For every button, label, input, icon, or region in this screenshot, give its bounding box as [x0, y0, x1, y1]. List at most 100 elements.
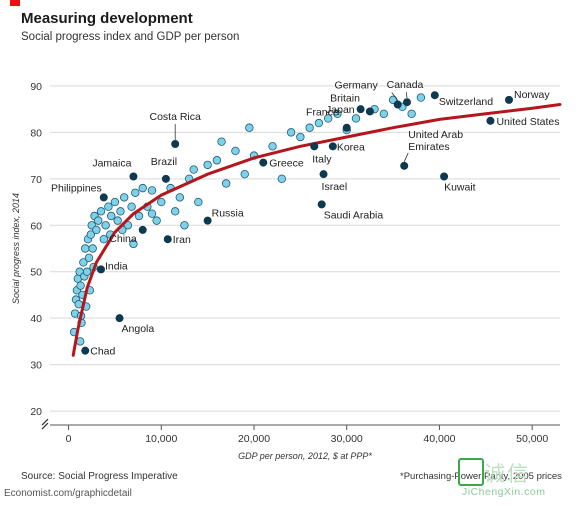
country-point-highlighted: [505, 95, 513, 104]
country-label: Brazil: [151, 156, 177, 168]
country-point-highlighted: [403, 98, 411, 107]
country-point-highlighted: [203, 216, 212, 225]
country-label: Greece: [269, 158, 304, 170]
country-point: [94, 216, 103, 225]
country-point-highlighted: [430, 91, 439, 100]
country-point-highlighted: [440, 172, 449, 181]
country-point: [170, 207, 180, 216]
country-point: [221, 179, 231, 188]
country-point: [147, 186, 157, 195]
country-point: [113, 216, 122, 225]
country-label: United Arab: [408, 129, 463, 141]
country-point: [88, 244, 97, 253]
watermark-chars: 诚信: [484, 463, 530, 486]
country-label: Germany: [335, 80, 379, 92]
country-point-highlighted: [115, 314, 124, 323]
watermark-text: JiChengXin.com: [462, 486, 546, 498]
country-label: Costa Rica: [150, 111, 202, 123]
country-point: [314, 118, 324, 128]
axis-break-slash: [41, 418, 49, 426]
country-label: Korea: [337, 141, 365, 153]
country-point: [81, 244, 90, 253]
country-point-highlighted: [259, 158, 268, 167]
country-point-highlighted: [129, 172, 138, 181]
country-label: Kuwait: [444, 182, 476, 194]
y-tick-label: 80: [30, 127, 42, 139]
country-point: [96, 207, 106, 216]
chart-subtitle: Social progress index and GDP per person: [21, 31, 240, 43]
country-point: [175, 193, 185, 202]
country-point: [119, 193, 129, 202]
country-point: [268, 142, 277, 151]
chart-title: Measuring development: [21, 10, 193, 27]
y-tick-label: 40: [30, 313, 42, 325]
country-label: Philippines: [51, 182, 102, 194]
country-point: [407, 109, 416, 119]
country-point: [416, 93, 426, 102]
country-point-highlighted: [99, 193, 108, 202]
country-label: Chad: [90, 346, 115, 358]
country-point-highlighted: [328, 142, 337, 151]
country-point-highlighted: [317, 200, 326, 209]
country-point: [101, 221, 110, 230]
axis-break-slash: [41, 422, 49, 430]
country-point: [99, 235, 108, 244]
country-label: India: [105, 260, 128, 272]
country-point: [231, 146, 240, 156]
x-tick-label: 30,000: [331, 433, 363, 445]
country-point: [286, 128, 296, 137]
x-axis-title: GDP per person, 2012, $ at PPP*: [238, 451, 372, 461]
country-point: [203, 160, 212, 170]
country-point: [240, 169, 249, 179]
country-point-highlighted: [163, 235, 172, 244]
ppp-footnote: *Purchasing-Power Parity, 2005 prices: [400, 471, 562, 482]
highlighted-countries: Norway Switzerland Canada GermanyBritainJap…: [51, 79, 560, 357]
country-point: [379, 109, 389, 119]
country-point-highlighted: [342, 123, 351, 132]
country-point: [131, 188, 140, 197]
country-label: Japan: [326, 104, 355, 116]
country-label: Britain: [330, 92, 360, 104]
country-point-highlighted: [393, 100, 402, 109]
country-point: [212, 156, 222, 165]
label-leader: [391, 92, 399, 101]
watermark-logo-icon: [458, 458, 484, 486]
country-point: [116, 207, 125, 216]
gridlines: [50, 85, 560, 412]
y-tick-label: 30: [30, 360, 42, 372]
country-point: [86, 230, 95, 239]
country-point: [104, 202, 113, 211]
country-point-highlighted: [310, 142, 319, 151]
x-tick-label: 20,000: [238, 433, 270, 445]
x-tick-label: 10,000: [145, 433, 177, 445]
country-point: [157, 197, 166, 207]
country-point-highlighted: [81, 346, 90, 355]
brand-accent-bar: [10, 0, 20, 6]
country-point-highlighted: [365, 107, 374, 116]
country-point: [84, 253, 94, 262]
country-point: [277, 174, 287, 184]
country-label: United States: [496, 116, 559, 128]
country-point: [351, 114, 361, 123]
y-axis-title: Social progress index, 2014: [11, 193, 21, 304]
country-point-highlighted: [486, 116, 495, 125]
axis-break-mark: [41, 418, 49, 430]
country-point: [76, 281, 85, 290]
x-tick-label: 0: [66, 433, 72, 445]
x-axis-ticks: 0 10,000 20,000 30,000 40,000 50,000: [50, 424, 560, 445]
country-label: Saudi Arabia: [324, 209, 384, 221]
country-label: Canada: [387, 79, 424, 91]
country-label: Russia: [212, 208, 244, 220]
country-point-highlighted: [356, 105, 365, 114]
country-point: [323, 114, 333, 123]
country-point: [296, 132, 305, 142]
credit-link[interactable]: Economist.com/graphicdetail: [4, 488, 132, 499]
country-point: [123, 221, 133, 230]
country-point-highlighted: [400, 161, 409, 170]
country-point-highlighted: [171, 139, 180, 148]
y-tick-label: 70: [30, 174, 42, 186]
label-leader: [403, 152, 409, 162]
country-point-highlighted: [97, 265, 105, 274]
country-point: [129, 239, 138, 249]
